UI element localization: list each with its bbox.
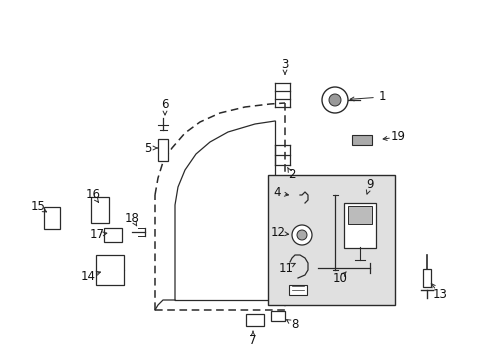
Text: 10: 10: [332, 271, 347, 284]
Text: 11: 11: [278, 261, 293, 274]
Bar: [91, 197, 109, 223]
Bar: [347, 206, 371, 224]
Text: 7: 7: [249, 333, 256, 346]
Text: 18: 18: [124, 211, 139, 225]
Text: 9: 9: [366, 179, 373, 192]
Bar: [422, 269, 430, 287]
Bar: [343, 202, 375, 248]
Text: 8: 8: [291, 319, 298, 332]
Text: 1: 1: [378, 90, 385, 104]
Bar: [270, 311, 285, 321]
Bar: [158, 139, 168, 161]
Text: 13: 13: [432, 288, 447, 302]
Bar: [267, 175, 394, 305]
Text: 17: 17: [89, 229, 104, 242]
Circle shape: [296, 230, 306, 240]
Text: 2: 2: [287, 168, 295, 181]
Text: 4: 4: [273, 186, 280, 199]
Circle shape: [328, 94, 340, 106]
Bar: [288, 285, 306, 295]
Text: 3: 3: [281, 58, 288, 72]
Text: 16: 16: [85, 189, 101, 202]
Text: 6: 6: [161, 99, 168, 112]
Text: 12: 12: [270, 226, 285, 239]
Text: 5: 5: [144, 141, 151, 154]
Text: 19: 19: [390, 130, 405, 144]
Circle shape: [321, 87, 347, 113]
Circle shape: [291, 225, 311, 245]
Bar: [351, 135, 371, 145]
Bar: [104, 228, 122, 242]
Bar: [245, 314, 264, 326]
Bar: [96, 255, 124, 285]
Text: 14: 14: [81, 270, 95, 283]
Text: 15: 15: [30, 201, 45, 213]
Bar: [44, 207, 60, 229]
